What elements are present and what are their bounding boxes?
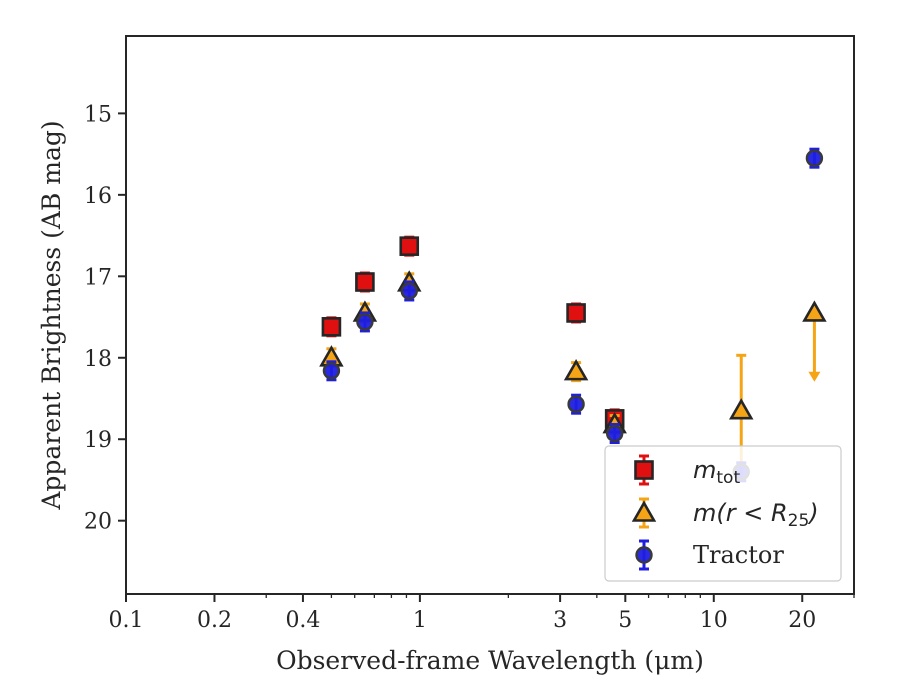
plot-frame — [125, 35, 855, 595]
series-square — [321, 235, 625, 430]
legend-marker-square — [634, 460, 654, 480]
y-axis: 15 16 17 18 19 20 — [84, 102, 126, 535]
legend-entry: m(r < R25) — [631, 497, 819, 531]
legend-label: Tractor — [693, 541, 784, 569]
y-tick-label: 18 — [84, 347, 112, 372]
y-tick-label: 17 — [84, 265, 112, 290]
legend: mtot m(r < R25) Tractor — [604, 445, 842, 582]
x-tick-label: 1 — [413, 608, 427, 633]
y-tick-label: 20 — [84, 510, 112, 535]
x-tick-label: 20 — [788, 608, 816, 633]
data-point — [728, 398, 754, 420]
data-point — [356, 313, 374, 331]
data-series — [319, 147, 827, 483]
data-point — [322, 362, 341, 380]
x-tick-label: 0.4 — [285, 608, 320, 633]
data-point — [566, 303, 586, 323]
x-tick-label: 5 — [618, 608, 632, 633]
legend-marker-circle — [635, 546, 653, 564]
series-triangle — [319, 270, 827, 470]
legend-entry: mtot — [634, 454, 740, 488]
y-axis-label: Apparent Brightness (AB mag) — [37, 120, 66, 510]
x-axis-label: Observed-frame Wavelength (μm) — [276, 646, 704, 675]
data-point — [805, 149, 824, 167]
x-tick-label: 0.2 — [197, 608, 232, 633]
data-point — [563, 358, 589, 381]
x-tick-label: 0.1 — [109, 608, 144, 633]
y-tick-label: 15 — [84, 102, 112, 127]
legend-entry: Tractor — [635, 539, 784, 571]
legend-box — [604, 445, 842, 582]
y-tick-label: 19 — [84, 428, 112, 453]
y-tick-label: 16 — [84, 184, 112, 209]
data-point — [321, 317, 342, 337]
legend-marker-triangle — [631, 500, 657, 522]
x-tick-label: 10 — [700, 608, 728, 633]
upper-limit-arrowhead — [808, 371, 821, 382]
data-point — [399, 236, 420, 256]
legend-label: mtot — [693, 456, 740, 488]
x-tick-label: 3 — [553, 608, 567, 633]
data-point — [400, 282, 418, 300]
data-point — [802, 300, 827, 322]
legend-label: m(r < R25) — [693, 499, 819, 531]
data-point — [605, 424, 624, 443]
data-point — [355, 272, 375, 292]
x-axis: 0.1 0.2 0.4 1 3 5 10 20 — [109, 594, 855, 633]
data-point — [567, 395, 585, 413]
